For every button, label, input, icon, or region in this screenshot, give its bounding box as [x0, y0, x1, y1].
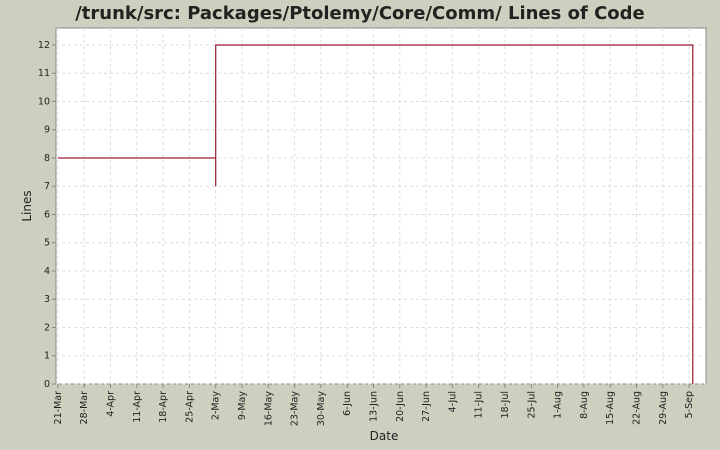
- y-tick-label: 10: [38, 96, 50, 107]
- x-tick-label: 18-Apr: [158, 391, 169, 423]
- x-axis-label: Date: [370, 429, 399, 443]
- x-tick-label: 23-May: [290, 391, 301, 427]
- y-axis-label: Lines: [20, 190, 34, 221]
- y-tick-label: 0: [44, 379, 50, 390]
- x-tick-label: 4-Jul: [447, 391, 458, 412]
- x-tick-label: 21-Mar: [53, 391, 64, 425]
- x-tick-label: 11-Jul: [474, 391, 485, 419]
- x-tick-label: 6-Jun: [342, 391, 353, 416]
- x-tick-label: 18-Jul: [500, 391, 511, 419]
- x-tick-label: 25-Jul: [526, 391, 537, 419]
- x-tick-label: 13-Jun: [368, 391, 379, 422]
- x-tick-label: 25-Apr: [184, 391, 195, 423]
- y-tick-label: 6: [44, 209, 50, 220]
- axes: [52, 44, 690, 388]
- series-line-0: [57, 44, 694, 384]
- x-tick-label: 15-Aug: [605, 391, 616, 425]
- y-tick-label: 1: [44, 351, 50, 362]
- chart-title: /trunk/src: Packages/Ptolemy/Core/Comm/ …: [75, 3, 645, 24]
- x-tick-label: 4-Apr: [105, 391, 116, 417]
- y-tick-label: 3: [44, 294, 50, 305]
- x-tick-label: 2-May: [211, 391, 222, 420]
- x-tick-label: 20-Jun: [395, 391, 406, 422]
- x-tick-label: 28-Mar: [79, 391, 90, 425]
- x-tick-label: 16-May: [263, 391, 274, 427]
- x-tick-label: 8-Aug: [579, 391, 590, 419]
- y-tick-label: 2: [44, 322, 50, 333]
- y-tick-label: 11: [38, 68, 50, 79]
- x-tick-label: 22-Aug: [631, 391, 642, 425]
- x-tick-label: 30-May: [316, 391, 327, 427]
- x-tick-label: 11-Apr: [132, 391, 143, 423]
- y-tick-label: 7: [44, 181, 50, 192]
- x-tick-label: 9-May: [237, 391, 248, 420]
- x-tick-labels: 21-Mar 28-Mar 4-Apr 11-Apr 18-Apr 25-Apr 2-May…: [53, 391, 695, 427]
- y-tick-label: 8: [44, 153, 50, 164]
- y-tick-label: 12: [38, 40, 50, 51]
- y-tick-label: 4: [44, 266, 50, 277]
- plot-area: [55, 27, 707, 385]
- y-tick-label: 5: [44, 238, 50, 249]
- x-tick-label: 27-Jun: [421, 391, 432, 422]
- series-layer: [57, 44, 694, 384]
- y-tick-label: 9: [44, 125, 50, 136]
- x-tick-label: 1-Aug: [553, 391, 564, 419]
- x-tick-label: 29-Aug: [658, 391, 669, 425]
- x-tick-label: 5-Sep: [684, 391, 695, 418]
